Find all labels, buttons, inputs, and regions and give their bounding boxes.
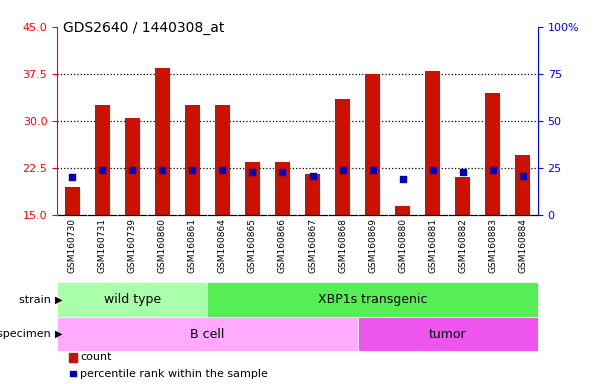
Point (308, 172, 317, 179)
Point (458, 169, 468, 175)
Text: B cell: B cell (190, 328, 225, 341)
Text: specimen: specimen (0, 329, 54, 339)
Text: GSM160869: GSM160869 (368, 218, 377, 273)
Point (488, 167, 498, 173)
Point (188, 167, 197, 173)
Text: GSM160868: GSM160868 (338, 218, 347, 273)
Text: GSM160883: GSM160883 (489, 218, 497, 273)
Text: XBP1s transgenic: XBP1s transgenic (318, 293, 427, 306)
Bar (395, 206, 410, 215)
Text: count: count (80, 352, 111, 362)
Bar (215, 105, 230, 215)
Bar (515, 156, 530, 215)
Text: GSM160866: GSM160866 (278, 218, 287, 273)
FancyBboxPatch shape (57, 282, 207, 317)
Point (218, 167, 227, 173)
Bar (125, 118, 139, 215)
Text: GSM160880: GSM160880 (398, 218, 407, 273)
Text: GSM160867: GSM160867 (308, 218, 317, 273)
Point (278, 169, 287, 175)
Point (518, 172, 528, 179)
Text: strain: strain (19, 295, 54, 305)
FancyBboxPatch shape (207, 282, 538, 317)
Text: ▶: ▶ (55, 329, 63, 339)
Text: GSM160731: GSM160731 (98, 218, 106, 273)
Text: GSM160865: GSM160865 (248, 218, 257, 273)
Bar (245, 162, 260, 215)
Text: GSM160882: GSM160882 (459, 218, 467, 273)
Point (97, 167, 107, 173)
Text: GSM160864: GSM160864 (218, 218, 227, 273)
Text: GSM160739: GSM160739 (128, 218, 136, 273)
Text: GSM160884: GSM160884 (519, 218, 527, 273)
Text: percentile rank within the sample: percentile rank within the sample (80, 369, 268, 379)
FancyBboxPatch shape (57, 317, 358, 351)
Bar (365, 74, 380, 215)
Bar (485, 93, 500, 215)
Point (338, 167, 347, 173)
Point (127, 167, 137, 173)
Text: GSM160860: GSM160860 (158, 218, 166, 273)
Text: GSM160881: GSM160881 (429, 218, 437, 273)
Bar (275, 162, 290, 215)
Bar (155, 68, 170, 215)
Bar (456, 177, 470, 215)
Point (368, 167, 377, 173)
Text: GSM160861: GSM160861 (188, 218, 197, 273)
Point (428, 167, 438, 173)
Point (67, 174, 77, 180)
Point (157, 167, 167, 173)
Bar (65, 187, 79, 215)
Point (398, 176, 407, 182)
Text: ▶: ▶ (55, 295, 63, 305)
Text: tumor: tumor (429, 328, 466, 341)
Bar (95, 105, 110, 215)
Text: wild type: wild type (103, 293, 161, 306)
FancyBboxPatch shape (358, 317, 538, 351)
Text: GSM160730: GSM160730 (68, 218, 76, 273)
Bar (335, 99, 350, 215)
Bar (185, 105, 200, 215)
Text: GDS2640 / 1440308_at: GDS2640 / 1440308_at (63, 21, 225, 35)
Point (248, 169, 257, 175)
Bar (426, 71, 440, 215)
Bar (305, 174, 320, 215)
